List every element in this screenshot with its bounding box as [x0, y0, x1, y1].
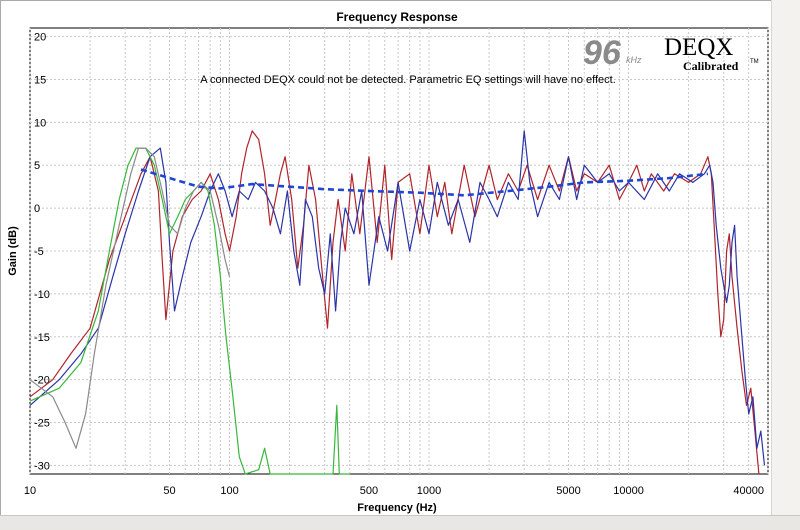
y-tick-label: -25 — [34, 418, 50, 430]
right-panel-strip — [771, 0, 800, 515]
series-line-target — [140, 168, 709, 197]
grid — [29, 28, 769, 474]
y-tick-label: 15 — [34, 74, 46, 86]
status-strip — [0, 515, 800, 530]
y-tick-label: -30 — [34, 460, 50, 472]
brand-logo: 96 kHz DEQX Calibrated TM — [583, 34, 759, 73]
y-tick-label: -5 — [34, 246, 44, 258]
series-line-blue — [29, 130, 766, 466]
y-tick-label: 0 — [34, 203, 40, 215]
y-axis-ticks: 20 15 10 5 0 -5 -10 -15 -20 -25 -30 — [34, 32, 50, 473]
x-axis-label: Frequency (Hz) — [357, 502, 437, 514]
x-tick-label: 10 — [24, 485, 36, 497]
y-tick-label: -10 — [34, 289, 50, 301]
y-tick-label: 5 — [34, 160, 40, 172]
brand-tagline: Calibrated — [683, 59, 739, 73]
x-tick-label: 50 — [163, 485, 175, 497]
brand-sample-rate-unit: kHz — [626, 55, 642, 65]
x-tick-label: 1000 — [417, 485, 441, 497]
x-tick-label: 5000 — [556, 485, 580, 497]
brand-trademark: TM — [750, 59, 759, 65]
x-tick-label: 500 — [360, 485, 378, 497]
brand-name: DEQX — [664, 34, 733, 61]
y-tick-label: 10 — [34, 117, 46, 129]
brand-sample-rate: 96 — [583, 34, 622, 72]
y-tick-label: 20 — [34, 32, 46, 44]
x-tick-label: 40000 — [733, 485, 764, 497]
device-notice: A connected DEQX could not be detected. … — [200, 74, 616, 86]
x-tick-label: 10000 — [613, 485, 644, 497]
chart-title: Frequency Response — [336, 10, 458, 24]
x-tick-label: 100 — [220, 485, 238, 497]
x-axis-ticks: 10 50 100 500 1000 5000 10000 40000 — [24, 485, 764, 497]
series-line-gray — [29, 147, 231, 449]
series-group — [29, 130, 766, 475]
y-tick-label: -20 — [34, 375, 50, 387]
y-axis-label: Gain (dB) — [7, 226, 19, 276]
y-tick-label: -15 — [34, 332, 50, 344]
